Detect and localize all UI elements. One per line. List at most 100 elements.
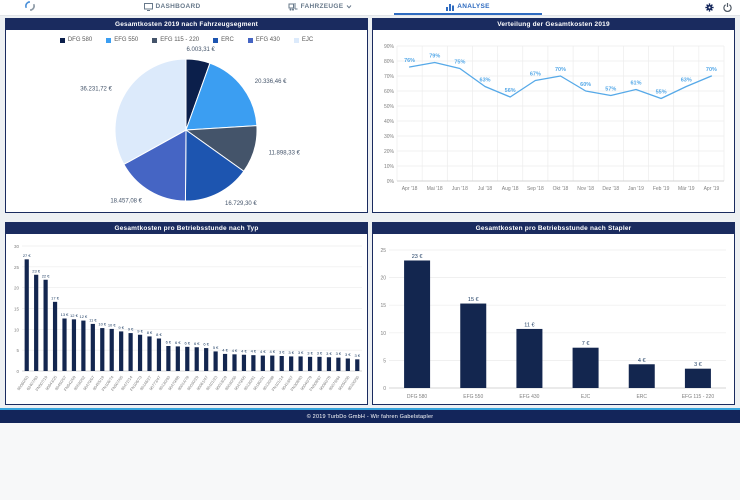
svg-text:63%: 63% — [480, 78, 491, 84]
legend-label: EJC — [301, 37, 314, 43]
svg-text:9 €: 9 € — [128, 327, 134, 332]
chevron-down-icon — [346, 4, 352, 9]
monitor-icon — [143, 2, 153, 11]
svg-text:6 €: 6 € — [166, 340, 172, 345]
svg-text:3 €: 3 € — [326, 351, 332, 356]
panel-bar-stapler: Gesamtkosten pro Betriebsstunde nach Sta… — [372, 222, 735, 405]
svg-text:4 €: 4 € — [251, 349, 257, 354]
svg-text:7 €: 7 € — [582, 341, 590, 347]
svg-text:10: 10 — [380, 331, 386, 337]
footer: © 2019 TurbDo GmbH - Wir fahren Gabelsta… — [0, 410, 740, 423]
panel-title: Verteilung der Gesamtkosten 2019 — [373, 19, 734, 30]
legend-swatch — [152, 37, 158, 43]
gear-icon[interactable] — [705, 3, 714, 12]
legend-item-ejc[interactable]: EJC — [293, 37, 314, 43]
svg-text:6 €: 6 € — [203, 342, 209, 347]
nav-tabs: DASHBOARD FAHRZEUGE — [98, 0, 542, 15]
svg-text:75%: 75% — [454, 60, 465, 66]
svg-text:15: 15 — [14, 307, 20, 312]
top-nav: DASHBOARD FAHRZEUGE — [0, 0, 740, 16]
sync-arrows-logo-icon — [24, 0, 36, 17]
tab-fahrzeuge[interactable]: FAHRZEUGE — [246, 0, 394, 15]
bar-chart-stapler[interactable]: 0 5 10 15 20 25 23 € DFG 580 15 € EFG 550 11 € EFG … — [373, 234, 734, 404]
legend-swatch — [106, 37, 112, 43]
legend-swatch — [213, 37, 219, 43]
svg-text:13 €: 13 € — [61, 312, 70, 317]
tab-analyse[interactable]: ANALYSE — [394, 0, 542, 15]
svg-text:EJC: EJC — [581, 394, 591, 400]
svg-text:20: 20 — [14, 286, 20, 291]
bar-chart-icon — [446, 3, 455, 11]
svg-text:55%: 55% — [656, 90, 667, 96]
nav-actions — [705, 0, 732, 15]
legend-item-erc[interactable]: ERC — [213, 37, 234, 43]
line-chart[interactable]: 0% 10% 20% 30% 40% 50% 60% 70% 80% 90% 76% Apr '18 7… — [373, 30, 734, 202]
svg-text:3 €: 3 € — [298, 350, 304, 355]
legend-swatch — [247, 37, 253, 43]
svg-text:3 €: 3 € — [336, 351, 342, 356]
svg-text:40%: 40% — [384, 119, 395, 125]
svg-text:23 €: 23 € — [412, 254, 423, 260]
svg-text:30%: 30% — [384, 134, 395, 140]
tab-dashboard-label: DASHBOARD — [155, 3, 201, 10]
svg-text:6 €: 6 € — [184, 340, 190, 345]
legend-item-efg-430[interactable]: EFG 430 — [247, 37, 280, 43]
svg-text:DFG 580: DFG 580 — [407, 394, 428, 400]
legend-swatch — [293, 37, 299, 43]
panel-title: Gesamtkosten 2019 nach Fahrzeugsegment — [6, 19, 367, 30]
tab-analyse-label: ANALYSE — [457, 3, 490, 10]
svg-text:6.003,31 €: 6.003,31 € — [187, 47, 216, 53]
svg-text:12 €: 12 € — [70, 313, 79, 318]
tab-dashboard[interactable]: DASHBOARD — [98, 0, 246, 15]
svg-text:61%: 61% — [630, 81, 641, 87]
panel-title: Gesamtkosten pro Betriebsstunde nach Typ — [6, 223, 367, 234]
svg-text:30: 30 — [14, 244, 20, 249]
svg-text:4 €: 4 € — [638, 358, 646, 364]
svg-text:Nov '18: Nov '18 — [577, 186, 594, 192]
svg-text:27 €: 27 € — [23, 253, 32, 258]
panel-line-verteilung: Verteilung der Gesamtkosten 2019 0% 10% 20… — [372, 18, 735, 213]
svg-text:6 €: 6 € — [175, 340, 181, 345]
svg-text:3 €: 3 € — [307, 350, 313, 355]
legend-label: DFG 580 — [67, 37, 93, 43]
svg-text:67%: 67% — [530, 72, 541, 78]
empty-area — [0, 423, 740, 485]
svg-text:79%: 79% — [429, 54, 440, 60]
power-icon[interactable] — [723, 3, 732, 12]
svg-text:20%: 20% — [384, 149, 395, 155]
tab-fahrzeuge-label: FAHRZEUGE — [300, 3, 344, 10]
svg-text:4 €: 4 € — [222, 347, 228, 352]
svg-text:76%: 76% — [404, 58, 415, 64]
svg-text:ERC: ERC — [636, 394, 647, 400]
legend-item-efg-115---220[interactable]: EFG 115 - 220 — [152, 37, 199, 43]
svg-text:15: 15 — [380, 303, 386, 309]
svg-text:20.336,46 €: 20.336,46 € — [255, 79, 287, 85]
svg-text:57%: 57% — [605, 87, 616, 93]
brand-logo[interactable] — [24, 0, 36, 17]
svg-text:3 €: 3 € — [288, 350, 294, 355]
pie-legend: DFG 580 EFG 550 EFG 115 - 220 ERC EFG 430 EJC — [6, 37, 367, 43]
svg-text:10: 10 — [14, 327, 20, 332]
panel-bar-typ: Gesamtkosten pro Betriebsstunde nach Typ… — [5, 222, 368, 405]
legend-item-dfg-580[interactable]: DFG 580 — [59, 37, 93, 43]
svg-text:18.457,08 €: 18.457,08 € — [110, 198, 142, 204]
svg-text:22 €: 22 € — [42, 273, 51, 278]
legend-item-efg-550[interactable]: EFG 550 — [106, 37, 138, 43]
svg-text:0: 0 — [383, 386, 386, 392]
svg-text:60%: 60% — [384, 89, 395, 95]
svg-text:80%: 80% — [384, 59, 395, 65]
forklift-icon — [288, 2, 298, 11]
svg-text:17 €: 17 € — [51, 295, 60, 300]
dashboard-grid: Gesamtkosten 2019 nach Fahrzeugsegment D… — [0, 16, 740, 408]
svg-text:Okt '18: Okt '18 — [553, 186, 569, 192]
svg-text:Feb '19: Feb '19 — [653, 186, 670, 192]
pie-chart[interactable]: 6.003,31 € 20.336,46 € 11.898,33 € 16.729,3… — [6, 30, 367, 207]
svg-text:Dez '18: Dez '18 — [602, 186, 619, 192]
svg-text:EFG 430: EFG 430 — [519, 394, 539, 400]
svg-text:3 €: 3 € — [317, 350, 323, 355]
svg-text:4 €: 4 € — [241, 348, 247, 353]
svg-text:Aug '18: Aug '18 — [502, 186, 519, 192]
footer-copyright: © 2019 TurbDo GmbH - Wir fahren Gabelsta… — [306, 413, 434, 420]
svg-text:4 €: 4 € — [260, 349, 266, 354]
